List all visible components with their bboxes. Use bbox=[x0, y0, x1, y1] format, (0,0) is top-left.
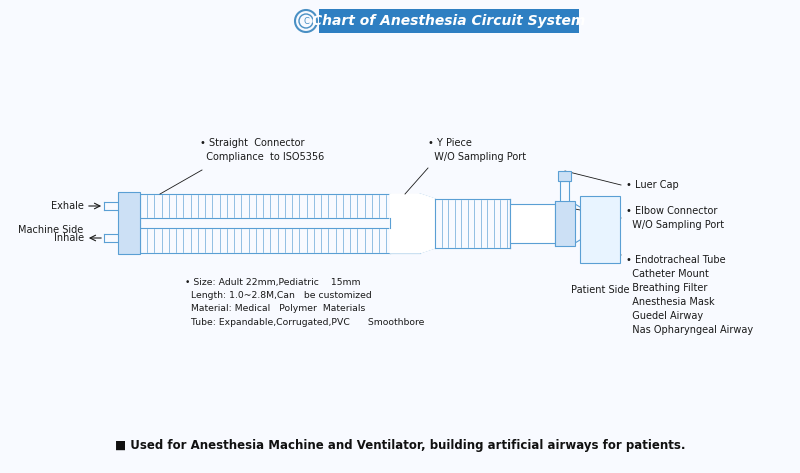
FancyBboxPatch shape bbox=[319, 9, 579, 33]
Text: C: C bbox=[303, 17, 309, 26]
Text: • Elbow Connector
  W/O Sampling Port: • Elbow Connector W/O Sampling Port bbox=[626, 206, 724, 230]
Text: Exhale: Exhale bbox=[51, 201, 84, 211]
Polygon shape bbox=[390, 194, 435, 253]
Text: • Straight  Connector
  Compliance  to ISO5356: • Straight Connector Compliance to ISO53… bbox=[200, 138, 324, 162]
Text: • Size: Adult 22mm,Pediatric    15mm
  Length: 1.0~2.8M,Can   be customized
  Ma: • Size: Adult 22mm,Pediatric 15mm Length… bbox=[185, 278, 424, 326]
Bar bbox=[118, 192, 140, 254]
Text: ■ Used for Anesthesia Machine and Ventilator, building artificial airways for pa: ■ Used for Anesthesia Machine and Ventil… bbox=[114, 438, 686, 452]
Text: Machine Side: Machine Side bbox=[18, 225, 83, 235]
Text: • Y Piece
  W/O Sampling Port: • Y Piece W/O Sampling Port bbox=[428, 138, 526, 162]
Bar bbox=[510, 204, 555, 243]
Bar bbox=[580, 196, 620, 263]
Text: Inhale: Inhale bbox=[54, 233, 84, 243]
Bar bbox=[558, 171, 571, 181]
Text: • Endotracheal Tube
  Catheter Mount
  Breathing Filter
  Anesthesia Mask
  Gued: • Endotracheal Tube Catheter Mount Breat… bbox=[626, 255, 753, 335]
Bar bbox=[555, 201, 575, 246]
Text: Patient Side: Patient Side bbox=[570, 285, 630, 295]
Text: • Luer Cap: • Luer Cap bbox=[626, 180, 678, 190]
Text: Chart of Anesthesia Circuit System: Chart of Anesthesia Circuit System bbox=[312, 14, 586, 28]
